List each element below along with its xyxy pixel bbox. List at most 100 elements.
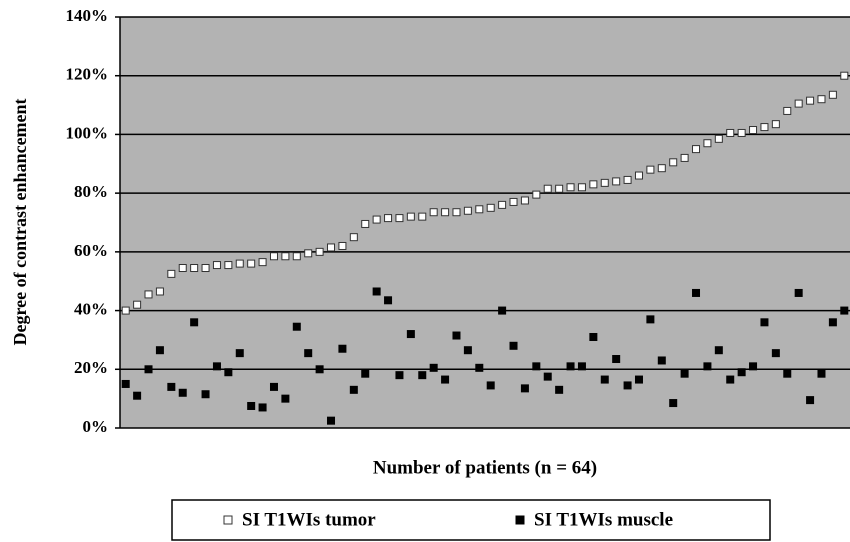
marker bbox=[224, 368, 233, 377]
marker bbox=[714, 346, 723, 355]
y-tick-label: 40% bbox=[74, 299, 108, 318]
marker bbox=[304, 249, 313, 258]
marker bbox=[532, 362, 541, 371]
marker bbox=[281, 252, 290, 261]
marker bbox=[395, 371, 404, 380]
y-tick-label: 140% bbox=[66, 6, 109, 25]
marker bbox=[190, 318, 199, 327]
y-tick-label: 120% bbox=[66, 65, 109, 84]
marker bbox=[509, 341, 518, 350]
marker bbox=[201, 264, 210, 273]
marker bbox=[692, 288, 701, 297]
marker bbox=[817, 369, 826, 378]
marker bbox=[384, 214, 393, 223]
marker bbox=[589, 332, 598, 341]
marker bbox=[612, 355, 621, 364]
marker bbox=[235, 259, 244, 268]
marker bbox=[406, 212, 415, 221]
marker bbox=[384, 296, 393, 305]
marker bbox=[600, 375, 609, 384]
marker bbox=[349, 385, 358, 394]
marker bbox=[794, 99, 803, 108]
marker bbox=[418, 212, 427, 221]
marker bbox=[840, 306, 849, 315]
y-axis-label: Degree of contrast enhancement bbox=[10, 98, 30, 345]
marker bbox=[817, 95, 826, 104]
marker bbox=[623, 381, 632, 390]
marker bbox=[144, 365, 153, 374]
marker bbox=[372, 215, 381, 224]
marker bbox=[783, 106, 792, 115]
marker bbox=[749, 126, 758, 135]
y-tick-label: 80% bbox=[74, 182, 108, 201]
marker bbox=[121, 306, 130, 315]
marker bbox=[452, 208, 461, 217]
marker bbox=[840, 71, 849, 80]
marker bbox=[269, 382, 278, 391]
marker bbox=[212, 261, 221, 270]
marker bbox=[155, 287, 164, 296]
marker bbox=[771, 349, 780, 358]
marker bbox=[167, 269, 176, 278]
marker bbox=[406, 330, 415, 339]
marker bbox=[680, 153, 689, 162]
marker bbox=[441, 208, 450, 217]
marker bbox=[361, 369, 370, 378]
marker bbox=[133, 391, 142, 400]
marker bbox=[543, 372, 552, 381]
marker bbox=[338, 344, 347, 353]
marker bbox=[828, 318, 837, 327]
marker bbox=[395, 214, 404, 223]
legend-marker bbox=[223, 515, 233, 525]
marker bbox=[418, 371, 427, 380]
marker bbox=[760, 318, 769, 327]
marker bbox=[669, 399, 678, 408]
marker bbox=[600, 178, 609, 187]
marker bbox=[429, 363, 438, 372]
marker bbox=[178, 264, 187, 273]
marker bbox=[292, 322, 301, 331]
marker bbox=[486, 381, 495, 390]
marker bbox=[327, 416, 336, 425]
marker bbox=[338, 241, 347, 250]
marker bbox=[520, 384, 529, 393]
marker bbox=[463, 346, 472, 355]
marker bbox=[258, 403, 267, 412]
marker bbox=[612, 177, 621, 186]
plot-layer bbox=[115, 16, 850, 429]
marker bbox=[646, 165, 655, 174]
marker bbox=[269, 252, 278, 261]
marker bbox=[623, 175, 632, 184]
marker bbox=[828, 90, 837, 99]
marker bbox=[509, 197, 518, 206]
legend-label: SI T1WIs tumor bbox=[242, 509, 376, 530]
marker bbox=[190, 264, 199, 273]
y-tick-label: 0% bbox=[83, 417, 109, 436]
legend-marker bbox=[515, 515, 525, 525]
marker bbox=[315, 247, 324, 256]
marker bbox=[361, 219, 370, 228]
marker bbox=[783, 369, 792, 378]
marker bbox=[737, 368, 746, 377]
marker bbox=[486, 203, 495, 212]
marker bbox=[577, 362, 586, 371]
marker bbox=[794, 288, 803, 297]
plot-background bbox=[120, 17, 850, 428]
marker bbox=[543, 184, 552, 193]
marker bbox=[555, 184, 564, 193]
marker bbox=[498, 200, 507, 209]
marker bbox=[247, 401, 256, 410]
marker bbox=[726, 375, 735, 384]
marker bbox=[281, 394, 290, 403]
marker bbox=[657, 356, 666, 365]
legend-box bbox=[171, 499, 771, 541]
marker bbox=[144, 290, 153, 299]
marker bbox=[235, 349, 244, 358]
marker bbox=[703, 362, 712, 371]
marker bbox=[327, 243, 336, 252]
marker bbox=[680, 369, 689, 378]
marker bbox=[224, 261, 233, 270]
marker bbox=[806, 96, 815, 105]
marker bbox=[258, 258, 267, 267]
marker bbox=[429, 208, 438, 217]
